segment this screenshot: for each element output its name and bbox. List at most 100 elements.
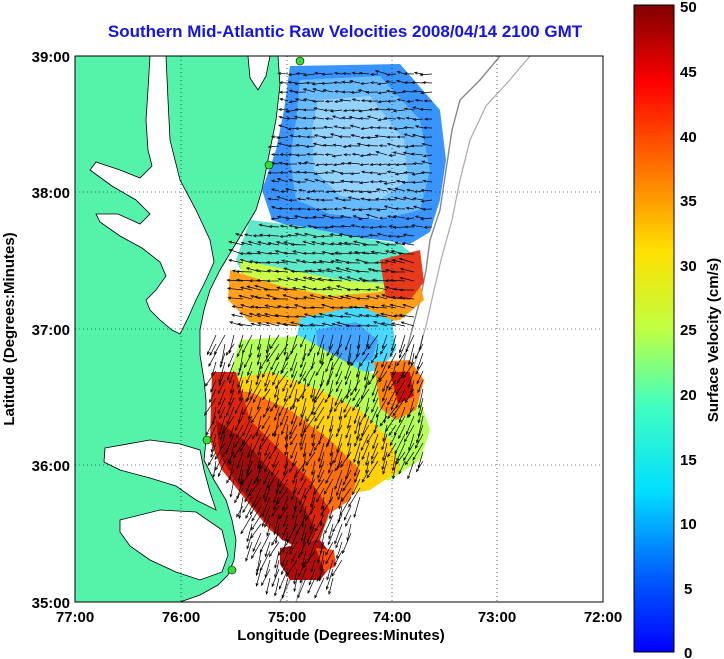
velocity-arrowhead bbox=[398, 288, 403, 292]
velocity-arrowhead bbox=[336, 321, 341, 325]
velocity-arrowhead bbox=[386, 163, 391, 167]
velocity-arrowhead bbox=[311, 315, 316, 319]
velocity-arrow bbox=[240, 304, 253, 309]
velocity-arrowhead bbox=[209, 352, 213, 357]
velocity-arrow bbox=[318, 278, 334, 282]
velocity-arrow bbox=[281, 260, 298, 264]
velocity-arrow bbox=[235, 233, 244, 237]
velocity-arrowhead bbox=[256, 361, 260, 366]
velocity-arrow bbox=[296, 388, 307, 402]
velocity-arrowhead bbox=[392, 91, 397, 95]
velocity-arrowhead bbox=[392, 475, 395, 480]
velocity-arrowhead bbox=[388, 153, 393, 157]
velocity-arrowhead bbox=[292, 515, 295, 520]
velocity-arrow bbox=[371, 397, 379, 413]
velocity-arrow bbox=[291, 271, 307, 273]
velocity-arrowhead bbox=[268, 553, 273, 558]
velocity-arrowhead bbox=[347, 361, 351, 366]
velocity-arrow bbox=[250, 496, 262, 515]
velocity-arrow bbox=[386, 370, 397, 389]
velocity-arrowhead bbox=[270, 179, 275, 183]
velocity-arrowhead bbox=[398, 419, 402, 424]
velocity-arrowhead bbox=[278, 484, 282, 488]
velocity-arrowhead bbox=[231, 313, 235, 317]
velocity-arrowhead bbox=[421, 142, 426, 146]
velocity-arrow bbox=[311, 241, 325, 246]
velocity-arrowhead bbox=[372, 321, 377, 324]
velocity-arrowhead bbox=[407, 475, 411, 480]
velocity-arrowhead bbox=[309, 526, 313, 531]
velocity-arrowhead bbox=[414, 355, 418, 360]
velocity-arrow bbox=[340, 215, 352, 219]
colorbar-tick-label: 5 bbox=[684, 581, 692, 598]
velocity-arrow bbox=[302, 379, 307, 399]
x-axis-ticks: 77:00 76:00 75:00 74:00 73:00 72:00 bbox=[56, 609, 622, 626]
velocity-arrow bbox=[313, 143, 325, 147]
velocity-arrow bbox=[244, 233, 253, 237]
velocity-arrow bbox=[324, 514, 334, 534]
velocity-arrow bbox=[236, 343, 244, 357]
velocity-arrowhead bbox=[370, 420, 374, 424]
velocity-arrow bbox=[278, 568, 289, 590]
velocity-arrowhead bbox=[225, 412, 229, 417]
velocity-arrow bbox=[370, 73, 379, 75]
velocity-arrow bbox=[396, 370, 406, 384]
velocity-arrowhead bbox=[204, 383, 209, 387]
velocity-arrow bbox=[391, 334, 397, 351]
velocity-arrow bbox=[313, 433, 325, 451]
velocity-arrow bbox=[226, 361, 235, 381]
velocity-arrowhead bbox=[304, 178, 308, 182]
velocity-arrow bbox=[236, 451, 244, 469]
velocity-arrow bbox=[246, 460, 253, 477]
velocity-arrow bbox=[205, 370, 217, 387]
velocity-arrowhead bbox=[236, 513, 240, 518]
velocity-arrow bbox=[332, 115, 343, 120]
velocity-arrowhead bbox=[349, 80, 353, 83]
velocity-arrow bbox=[343, 505, 352, 521]
velocity-arrow bbox=[348, 487, 361, 507]
velocity-arrowhead bbox=[266, 234, 271, 238]
velocity-arrowhead bbox=[392, 225, 397, 229]
velocity-arrowhead bbox=[287, 233, 291, 237]
velocity-arrowhead bbox=[324, 399, 328, 404]
velocity-arrow bbox=[324, 163, 334, 166]
velocity-arrowhead bbox=[280, 189, 284, 193]
velocity-arrowhead bbox=[334, 258, 339, 262]
velocity-arrowhead bbox=[237, 384, 241, 389]
velocity-arrow bbox=[256, 550, 262, 572]
velocity-arrowhead bbox=[423, 117, 428, 121]
velocity-arrow bbox=[371, 269, 388, 273]
velocity-arrowhead bbox=[301, 523, 305, 528]
velocity-arrowhead bbox=[219, 364, 223, 369]
velocity-arrowhead bbox=[320, 81, 325, 85]
velocity-arrow bbox=[285, 306, 298, 309]
velocity-arrowhead bbox=[334, 540, 338, 545]
velocity-arrowhead bbox=[402, 162, 406, 166]
velocity-arrow bbox=[420, 217, 433, 220]
velocity-arrow bbox=[323, 478, 334, 495]
velocity-arrowhead bbox=[287, 73, 292, 77]
velocity-arrow bbox=[270, 334, 280, 349]
velocity-arrow bbox=[233, 442, 244, 459]
velocity-arrow bbox=[319, 550, 325, 570]
velocity-arrow bbox=[264, 541, 271, 557]
velocity-arrowhead bbox=[272, 371, 276, 376]
velocity-arrowhead bbox=[266, 532, 270, 537]
velocity-arrow bbox=[332, 323, 343, 327]
velocity-arrowhead bbox=[248, 260, 253, 264]
velocity-arrowhead bbox=[245, 557, 249, 562]
velocity-arrow bbox=[273, 487, 280, 503]
velocity-arrow bbox=[251, 406, 262, 423]
velocity-arrowhead bbox=[365, 314, 369, 318]
velocity-arrowhead bbox=[282, 287, 287, 292]
velocity-arrow bbox=[274, 433, 280, 451]
velocity-arrow bbox=[220, 433, 226, 450]
velocity-arrow bbox=[367, 154, 379, 156]
velocity-arrow bbox=[229, 321, 244, 327]
velocity-arrowhead bbox=[342, 109, 347, 113]
velocity-arrow bbox=[333, 442, 343, 464]
velocity-arrowhead bbox=[337, 496, 341, 501]
velocity-arrowhead bbox=[270, 217, 275, 221]
velocity-arrow bbox=[390, 304, 406, 309]
velocity-arrowhead bbox=[300, 477, 304, 482]
